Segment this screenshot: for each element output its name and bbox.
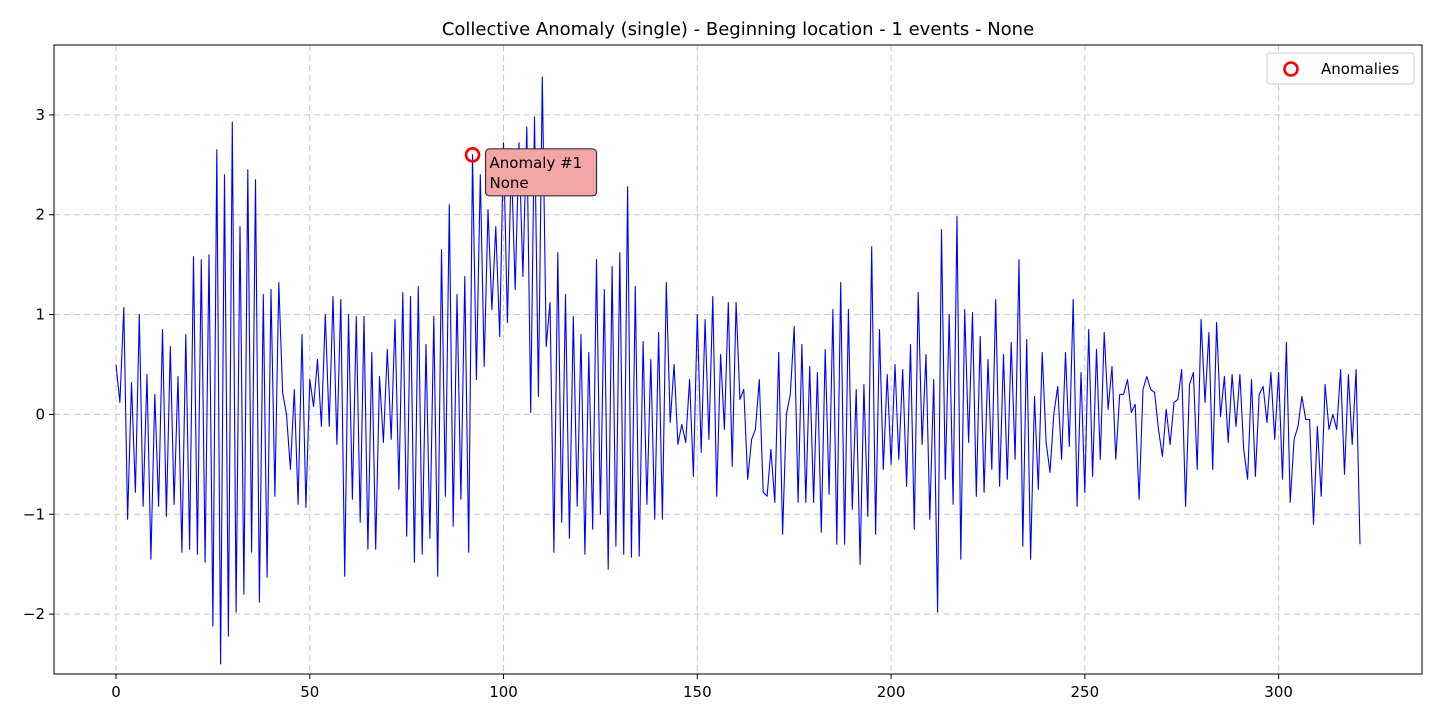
legend: Anomalies <box>1266 52 1415 85</box>
y-tick-label: 1 <box>35 306 45 324</box>
annotation-layer: Anomaly #1 None <box>484 148 598 197</box>
anomaly-marker <box>464 147 481 163</box>
annotation-title: Anomaly #1 <box>490 154 583 172</box>
x-tick-label: 300 <box>1264 683 1293 701</box>
chart-title: Collective Anomaly (single) - Beginning … <box>442 19 1034 40</box>
y-tick-label: 0 <box>35 405 45 423</box>
legend-box <box>1266 52 1415 85</box>
series-line <box>115 76 1361 665</box>
y-tick-label: 2 <box>35 206 45 224</box>
axis-ticks: 0 50 100 150 200 250 300 −2 −1 0 1 2 3 <box>23 106 1293 701</box>
y-tick-label: 3 <box>35 106 45 124</box>
y-tick-label: −2 <box>23 605 45 623</box>
plot-frame <box>53 44 1423 675</box>
anomaly-layer <box>464 147 481 163</box>
legend-label: Anomalies <box>1321 60 1399 78</box>
series-layer <box>115 76 1361 665</box>
x-tick-label: 200 <box>877 683 906 701</box>
x-tick-label: 150 <box>683 683 712 701</box>
x-tick-label: 0 <box>111 683 121 701</box>
legend-marker <box>1283 61 1299 77</box>
x-tick-label: 250 <box>1071 683 1100 701</box>
x-tick-label: 100 <box>489 683 518 701</box>
y-tick-label: −1 <box>23 505 45 523</box>
annotation-detail: None <box>490 174 529 192</box>
annotation-box <box>484 148 598 197</box>
x-tick-label: 50 <box>300 683 319 701</box>
